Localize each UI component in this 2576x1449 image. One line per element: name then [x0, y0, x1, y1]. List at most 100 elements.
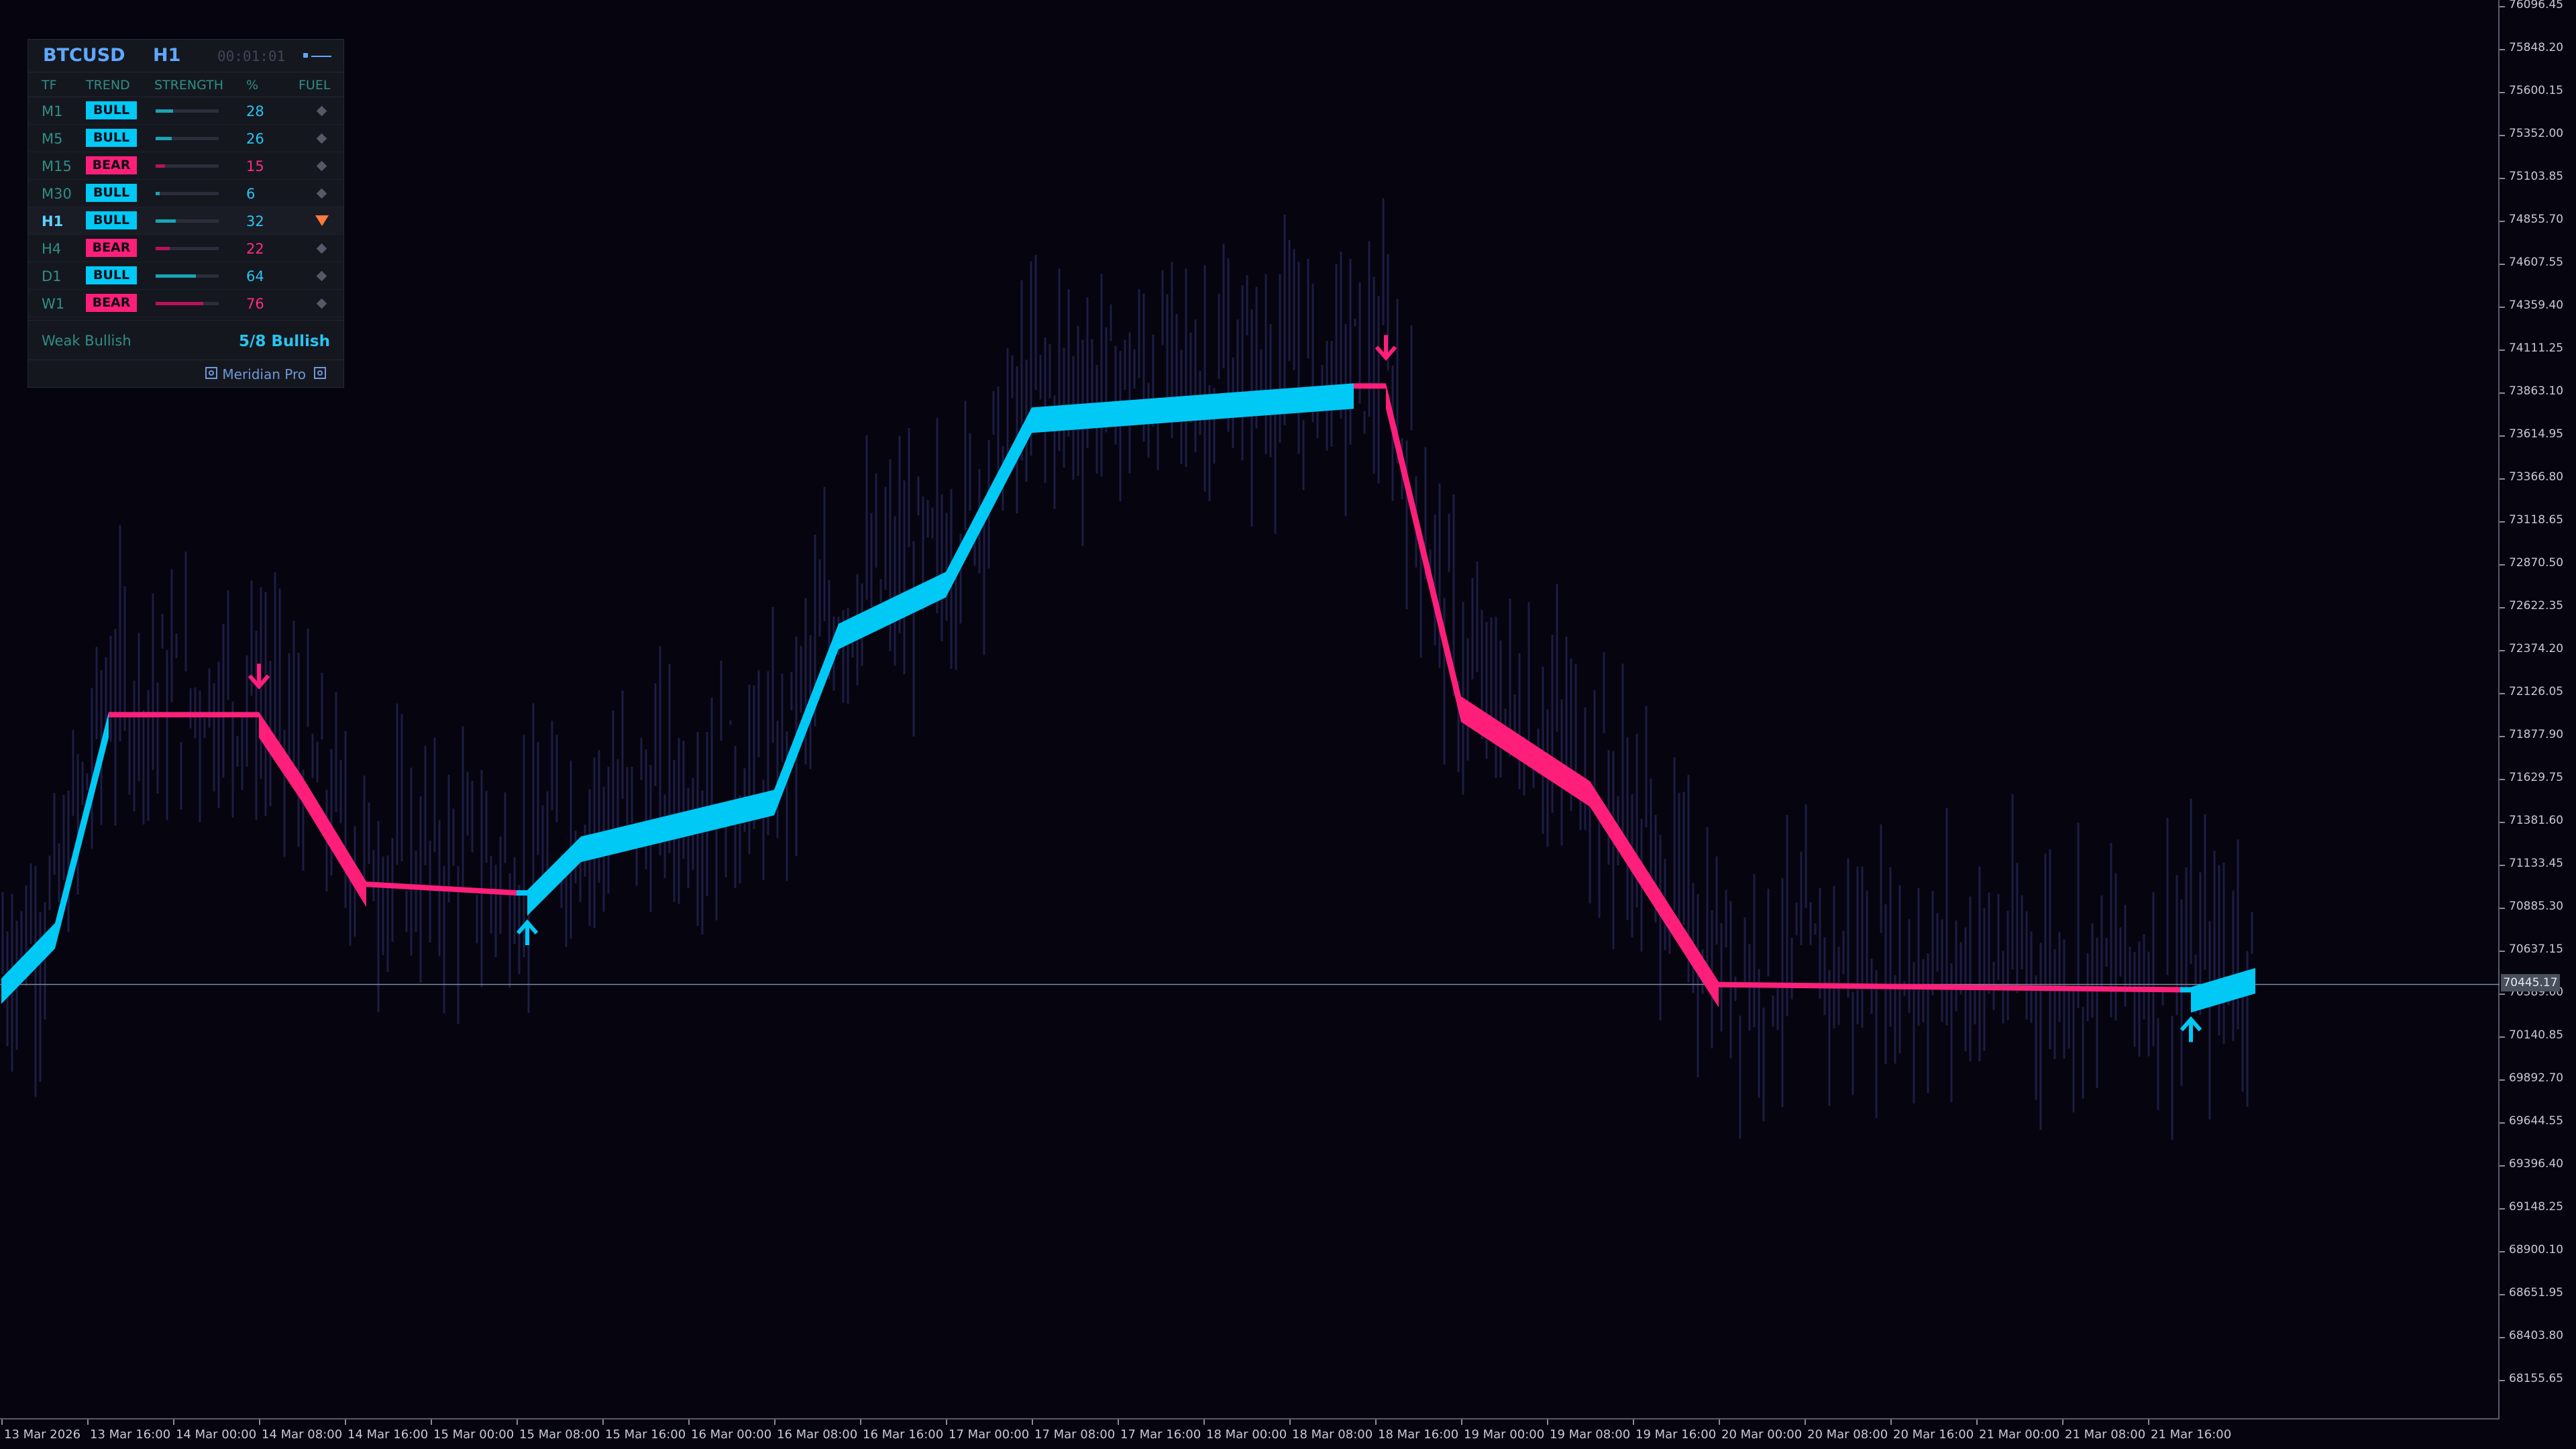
- tf-label: H4: [42, 241, 62, 257]
- trend-badge: BEAR: [86, 156, 137, 174]
- strength-percent: 32: [246, 213, 264, 229]
- tf-label: W1: [42, 296, 65, 312]
- settings-icon[interactable]: [205, 367, 217, 379]
- trend-badge: BEAR: [86, 239, 137, 257]
- bull-trend-segment: [1032, 383, 1354, 433]
- time-tick-label: 17 Mar 00:00: [949, 1428, 1030, 1442]
- price-tick-label: 74607.55: [2509, 256, 2564, 269]
- bear-trend-segment: [1719, 981, 2180, 993]
- price-tick-label: 71133.45: [2509, 857, 2564, 870]
- trend-badge: BEAR: [86, 294, 137, 312]
- bear-trend-segment: [1354, 383, 1386, 389]
- diamond-icon: [316, 298, 327, 309]
- price-tick-label: 69644.55: [2509, 1114, 2564, 1128]
- bull-trend-segment: [839, 572, 946, 649]
- price-tick-label: 75848.20: [2509, 41, 2564, 54]
- buy-arrow-icon: [2180, 1016, 2202, 1042]
- bear-trend-segment: [302, 775, 366, 908]
- tf-label: M30: [42, 186, 72, 202]
- time-tick-label: 20 Mar 00:00: [1721, 1428, 1803, 1442]
- tf-row-m15[interactable]: M15 BEAR 15: [28, 152, 343, 180]
- strength-percent: 26: [246, 131, 264, 147]
- bull-trend-segment: [2191, 968, 2255, 1013]
- trend-badge: BULL: [86, 184, 137, 202]
- chart-area[interactable]: [0, 0, 2500, 1419]
- price-tick-label: 72622.35: [2509, 599, 2564, 612]
- trend-panel[interactable]: BTCUSD H1 00:01:01 TF TREND STRENGTH % F…: [28, 39, 344, 388]
- tf-row-h4[interactable]: H4 BEAR 22: [28, 235, 343, 262]
- bear-trend-segment: [259, 712, 302, 802]
- panel-column-headers: TF TREND STRENGTH % FUEL: [28, 72, 343, 97]
- time-tick-label: 15 Mar 08:00: [519, 1428, 600, 1442]
- strength-bar: [156, 192, 219, 195]
- col-fuel: FUEL: [299, 78, 331, 93]
- strength-bar: [156, 302, 219, 305]
- tf-label: M15: [42, 158, 72, 174]
- price-tick-label: 72374.20: [2509, 642, 2564, 655]
- time-tick-label: 15 Mar 16:00: [605, 1428, 686, 1442]
- tf-row-h1[interactable]: H1 BULL 32: [28, 207, 343, 235]
- bull-trend-segment: [527, 837, 581, 916]
- price-tick-label: 73118.65: [2509, 513, 2564, 527]
- col-strength: STRENGTH: [154, 78, 224, 93]
- price-axis[interactable]: 76096.45 75848.20 75600.15 75352.00 75103.85…: [2500, 0, 2576, 1419]
- strength-bar: [156, 219, 219, 223]
- tf-row-w1[interactable]: W1 BEAR 76: [28, 290, 343, 317]
- panel-summary: Weak Bullish 5/8 Bullish: [28, 320, 343, 360]
- tf-label: M5: [42, 131, 63, 147]
- live-indicator-icon: [303, 53, 331, 58]
- time-tick-label: 21 Mar 16:00: [2151, 1428, 2232, 1442]
- bull-trend-segment: [581, 790, 774, 863]
- strength-percent: 15: [246, 158, 264, 174]
- time-tick-label: 19 Mar 16:00: [1635, 1428, 1717, 1442]
- price-tick-label: 70637.15: [2509, 943, 2564, 956]
- price-tick-label: 75352.00: [2509, 127, 2564, 140]
- panel-footer: Meridian Pro: [28, 360, 343, 387]
- strength-percent: 64: [246, 268, 264, 284]
- bear-trend-segment: [366, 881, 517, 896]
- bull-trend-segment: [1, 922, 55, 1004]
- tf-label: M1: [42, 103, 63, 119]
- config-icon[interactable]: [314, 367, 326, 379]
- time-tick-label: 14 Mar 08:00: [262, 1428, 343, 1442]
- panel-header: BTCUSD H1 00:01:01: [28, 40, 343, 72]
- price-tick-label: 73366.80: [2509, 470, 2564, 484]
- bear-trend-segment: [1386, 383, 1461, 722]
- time-tick-label: 16 Mar 00:00: [691, 1428, 772, 1442]
- strength-bar: [156, 137, 219, 140]
- panel-symbol: BTCUSD: [43, 45, 125, 66]
- strength-percent: 6: [246, 186, 256, 202]
- price-tick-label: 72870.50: [2509, 556, 2564, 570]
- price-tick-label: 69892.70: [2509, 1071, 2564, 1085]
- price-tick-label: 68900.10: [2509, 1243, 2564, 1256]
- time-tick-label: 20 Mar 08:00: [1807, 1428, 1888, 1442]
- price-chart[interactable]: [0, 0, 2500, 1419]
- tf-row-m1[interactable]: M1 BULL 28: [28, 97, 343, 125]
- price-tick-label: 72126.05: [2509, 685, 2564, 698]
- bull-trend-segment: [517, 890, 527, 896]
- tf-label: H1: [42, 213, 64, 229]
- time-tick-label: 16 Mar 16:00: [863, 1428, 944, 1442]
- strength-bar: [156, 274, 219, 278]
- bear-trend-segment: [1590, 781, 1719, 1008]
- tf-row-m5[interactable]: M5 BULL 26: [28, 125, 343, 152]
- price-tick-label: 74359.40: [2509, 299, 2564, 312]
- time-tick-label: 19 Mar 00:00: [1464, 1428, 1545, 1442]
- diamond-icon: [316, 160, 327, 172]
- footer-brand-label: Meridian Pro: [222, 366, 306, 382]
- trend-badge: BULL: [86, 266, 137, 284]
- strength-bar: [156, 109, 219, 113]
- price-tick-label: 73863.10: [2509, 384, 2564, 398]
- trend-badge: BULL: [86, 211, 137, 229]
- col-trend: TREND: [86, 78, 130, 93]
- price-tick-label: 71381.60: [2509, 814, 2564, 827]
- time-tick-label: 13 Mar 2026: [4, 1428, 81, 1442]
- strength-bar: [156, 247, 219, 250]
- tf-row-d1[interactable]: D1 BULL 64: [28, 262, 343, 290]
- tf-row-m30[interactable]: M30 BULL 6: [28, 180, 343, 207]
- time-axis[interactable]: 13 Mar 2026 13 Mar 16:00 14 Mar 00:00 14 Ma…: [0, 1419, 2500, 1449]
- diamond-icon: [316, 105, 327, 117]
- price-tick-label: 75600.15: [2509, 84, 2564, 97]
- diamond-icon: [316, 188, 327, 199]
- col-pct: %: [246, 78, 259, 93]
